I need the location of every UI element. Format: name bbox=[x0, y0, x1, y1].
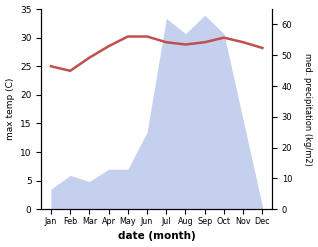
Y-axis label: med. precipitation (kg/m2): med. precipitation (kg/m2) bbox=[303, 53, 313, 165]
X-axis label: date (month): date (month) bbox=[118, 231, 196, 242]
Y-axis label: max temp (C): max temp (C) bbox=[5, 78, 15, 140]
